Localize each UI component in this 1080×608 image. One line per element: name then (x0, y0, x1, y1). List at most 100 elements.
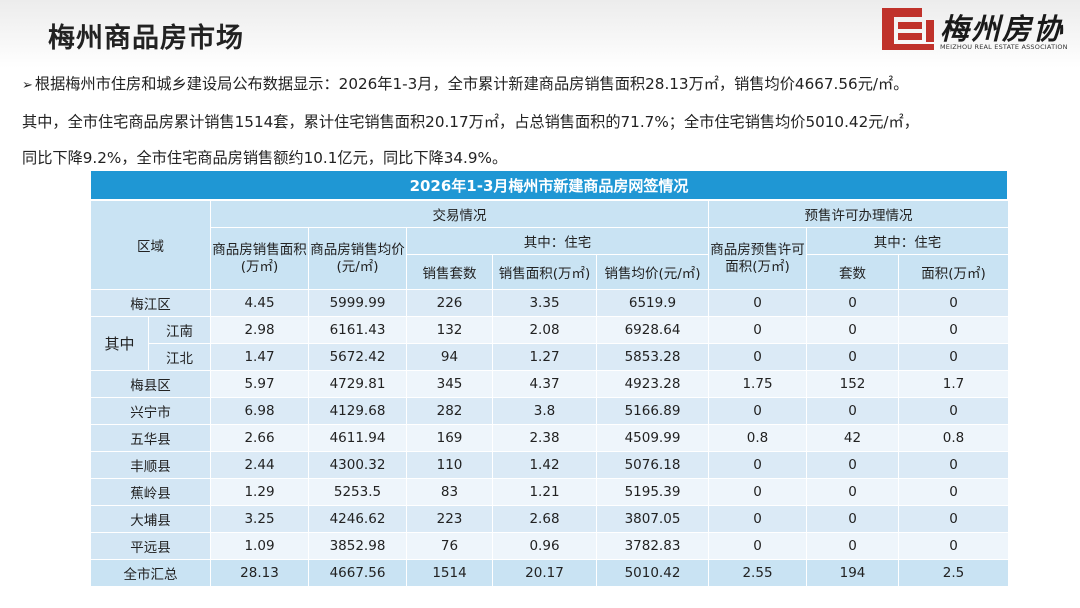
cell: 0 (897, 451, 1010, 479)
table-row: 江北 1.47 5672.42 94 1.27 5853.28 0 0 0 (91, 343, 1010, 371)
header-trade: 交易情况 (210, 200, 709, 228)
cell: 0 (806, 505, 899, 533)
intro-paragraph: ➢ 根据梅州市住房和城乡建设局公布数据显示：2026年1-3月，全市累计新建商品房… (22, 66, 1067, 176)
cell: 0.96 (492, 532, 597, 560)
row-name: 梅江区 (90, 289, 211, 317)
cell: 0 (708, 316, 807, 344)
table-row: 平远县 1.09 3852.98 76 0.96 3782.83 0 0 0 (90, 532, 1010, 560)
page-title: 梅州商品房市场 (48, 23, 244, 54)
row-name: 梅县区 (90, 370, 211, 398)
cell: 5010.42 (596, 559, 709, 587)
cell: 0 (897, 289, 1010, 317)
cell: 110 (406, 451, 493, 479)
cell: 0 (806, 451, 899, 479)
cell: 4923.28 (596, 370, 709, 398)
cell: 0 (708, 451, 807, 479)
cell: 4611.94 (308, 424, 407, 452)
cell: 0 (708, 289, 807, 317)
cell: 6161.43 (308, 316, 407, 344)
header-of-which-residential: 其中：住宅 (406, 227, 709, 255)
header-region: 区域 (90, 200, 211, 290)
cell: 83 (406, 478, 493, 506)
cell: 3.8 (492, 397, 597, 425)
cell: 2.44 (210, 451, 309, 479)
cell: 0 (708, 397, 807, 425)
cell: 6928.64 (596, 316, 709, 344)
cell: 76 (406, 532, 493, 560)
header-presale-area: 商品房预售许可面积(万㎡) (708, 227, 807, 290)
cell: 0 (806, 289, 899, 317)
logo: 梅州房协 MEIZHOU REAL ESTATE ASSOCIATION (880, 6, 1076, 54)
cell: 5853.28 (596, 343, 709, 371)
row-name: 平远县 (90, 532, 211, 560)
cell: 4300.32 (308, 451, 407, 479)
cell: 2.08 (492, 316, 597, 344)
cell: 0 (708, 343, 807, 371)
cell: 0 (708, 532, 807, 560)
header-units: 销售套数 (406, 254, 493, 290)
cell: 1.29 (210, 478, 309, 506)
cell: 0 (897, 478, 1010, 506)
sales-table: 2026年1-3月梅州市新建商品房网签情况 区域 交易情况 预售许可办理情况 商… (90, 170, 1010, 587)
cell: 6.98 (210, 397, 309, 425)
table-row-total: 全市汇总 28.13 4667.56 1514 20.17 5010.42 2.… (90, 559, 1010, 587)
cell: 4.45 (210, 289, 309, 317)
cell: 4509.99 (596, 424, 709, 452)
cell: 4.37 (492, 370, 597, 398)
table-row: 蕉岭县 1.29 5253.5 83 1.21 5195.39 0 0 0 (90, 478, 1010, 506)
cell: 20.17 (492, 559, 597, 587)
cell: 1.47 (210, 343, 309, 371)
cell: 132 (406, 316, 493, 344)
table-row: 五华县 2.66 4611.94 169 2.38 4509.99 0.8 42… (90, 424, 1010, 452)
row-name: 江南 (148, 316, 211, 344)
table-row: 丰顺县 2.44 4300.32 110 1.42 5076.18 0 0 0 (90, 451, 1010, 479)
cell: 0 (708, 505, 807, 533)
cell: 169 (406, 424, 493, 452)
cell: 0 (708, 478, 807, 506)
cell: 345 (406, 370, 493, 398)
cell: 5672.42 (308, 343, 407, 371)
cell: 5166.89 (596, 397, 709, 425)
cell: 2.98 (210, 316, 309, 344)
cell: 4667.56 (308, 559, 407, 587)
row-name: 兴宁市 (90, 397, 211, 425)
header-presale-units: 套数 (806, 254, 899, 290)
cell: 2.66 (210, 424, 309, 452)
header-presale-res-area: 面积(万㎡) (897, 254, 1010, 290)
row-name: 五华县 (90, 424, 211, 452)
cell: 0 (897, 316, 1010, 344)
cell: 5195.39 (596, 478, 709, 506)
data-table: 区域 交易情况 预售许可办理情况 商品房销售面积(万㎡) 商品房销售均价(元/㎡… (90, 200, 1010, 587)
cell: 2.68 (492, 505, 597, 533)
cell: 42 (806, 424, 899, 452)
cell: 0.8 (897, 424, 1010, 452)
cell: 1.27 (492, 343, 597, 371)
cell: 2.55 (708, 559, 807, 587)
logo-chinese-text: 梅州房协 (940, 12, 1065, 46)
header-presale-of-which: 其中：住宅 (805, 227, 1010, 255)
row-name: 丰顺县 (90, 451, 211, 479)
cell: 1.75 (708, 370, 807, 398)
cell: 4129.68 (308, 397, 407, 425)
bullet-arrow-icon: ➢ (22, 78, 33, 93)
cell: 282 (406, 397, 493, 425)
cell: 223 (406, 505, 493, 533)
logo-english-text: MEIZHOU REAL ESTATE ASSOCIATION (940, 43, 1068, 51)
cell: 3807.05 (596, 505, 709, 533)
table-row: 梅县区 5.97 4729.81 345 4.37 4923.28 1.75 1… (90, 370, 1010, 398)
cell: 226 (406, 289, 493, 317)
cell: 5076.18 (596, 451, 709, 479)
cell: 4246.62 (308, 505, 407, 533)
row-name: 全市汇总 (90, 559, 211, 587)
cell: 3.35 (492, 289, 597, 317)
header-presale: 预售许可办理情况 (707, 200, 1010, 228)
cell: 152 (806, 370, 899, 398)
header-area: 商品房销售面积(万㎡) (210, 227, 309, 290)
cell: 1514 (406, 559, 493, 587)
cell: 0 (897, 343, 1010, 371)
intro-line-2: 其中，全市住宅商品房累计销售1514套，累计住宅销售面积20.17万㎡，占总销售… (22, 113, 919, 131)
cell: 2.38 (492, 424, 597, 452)
table-row: 兴宁市 6.98 4129.68 282 3.8 5166.89 0 0 0 (90, 397, 1010, 425)
header-res-area: 销售面积(万㎡) (492, 254, 597, 290)
logo-mark-icon (882, 8, 934, 50)
